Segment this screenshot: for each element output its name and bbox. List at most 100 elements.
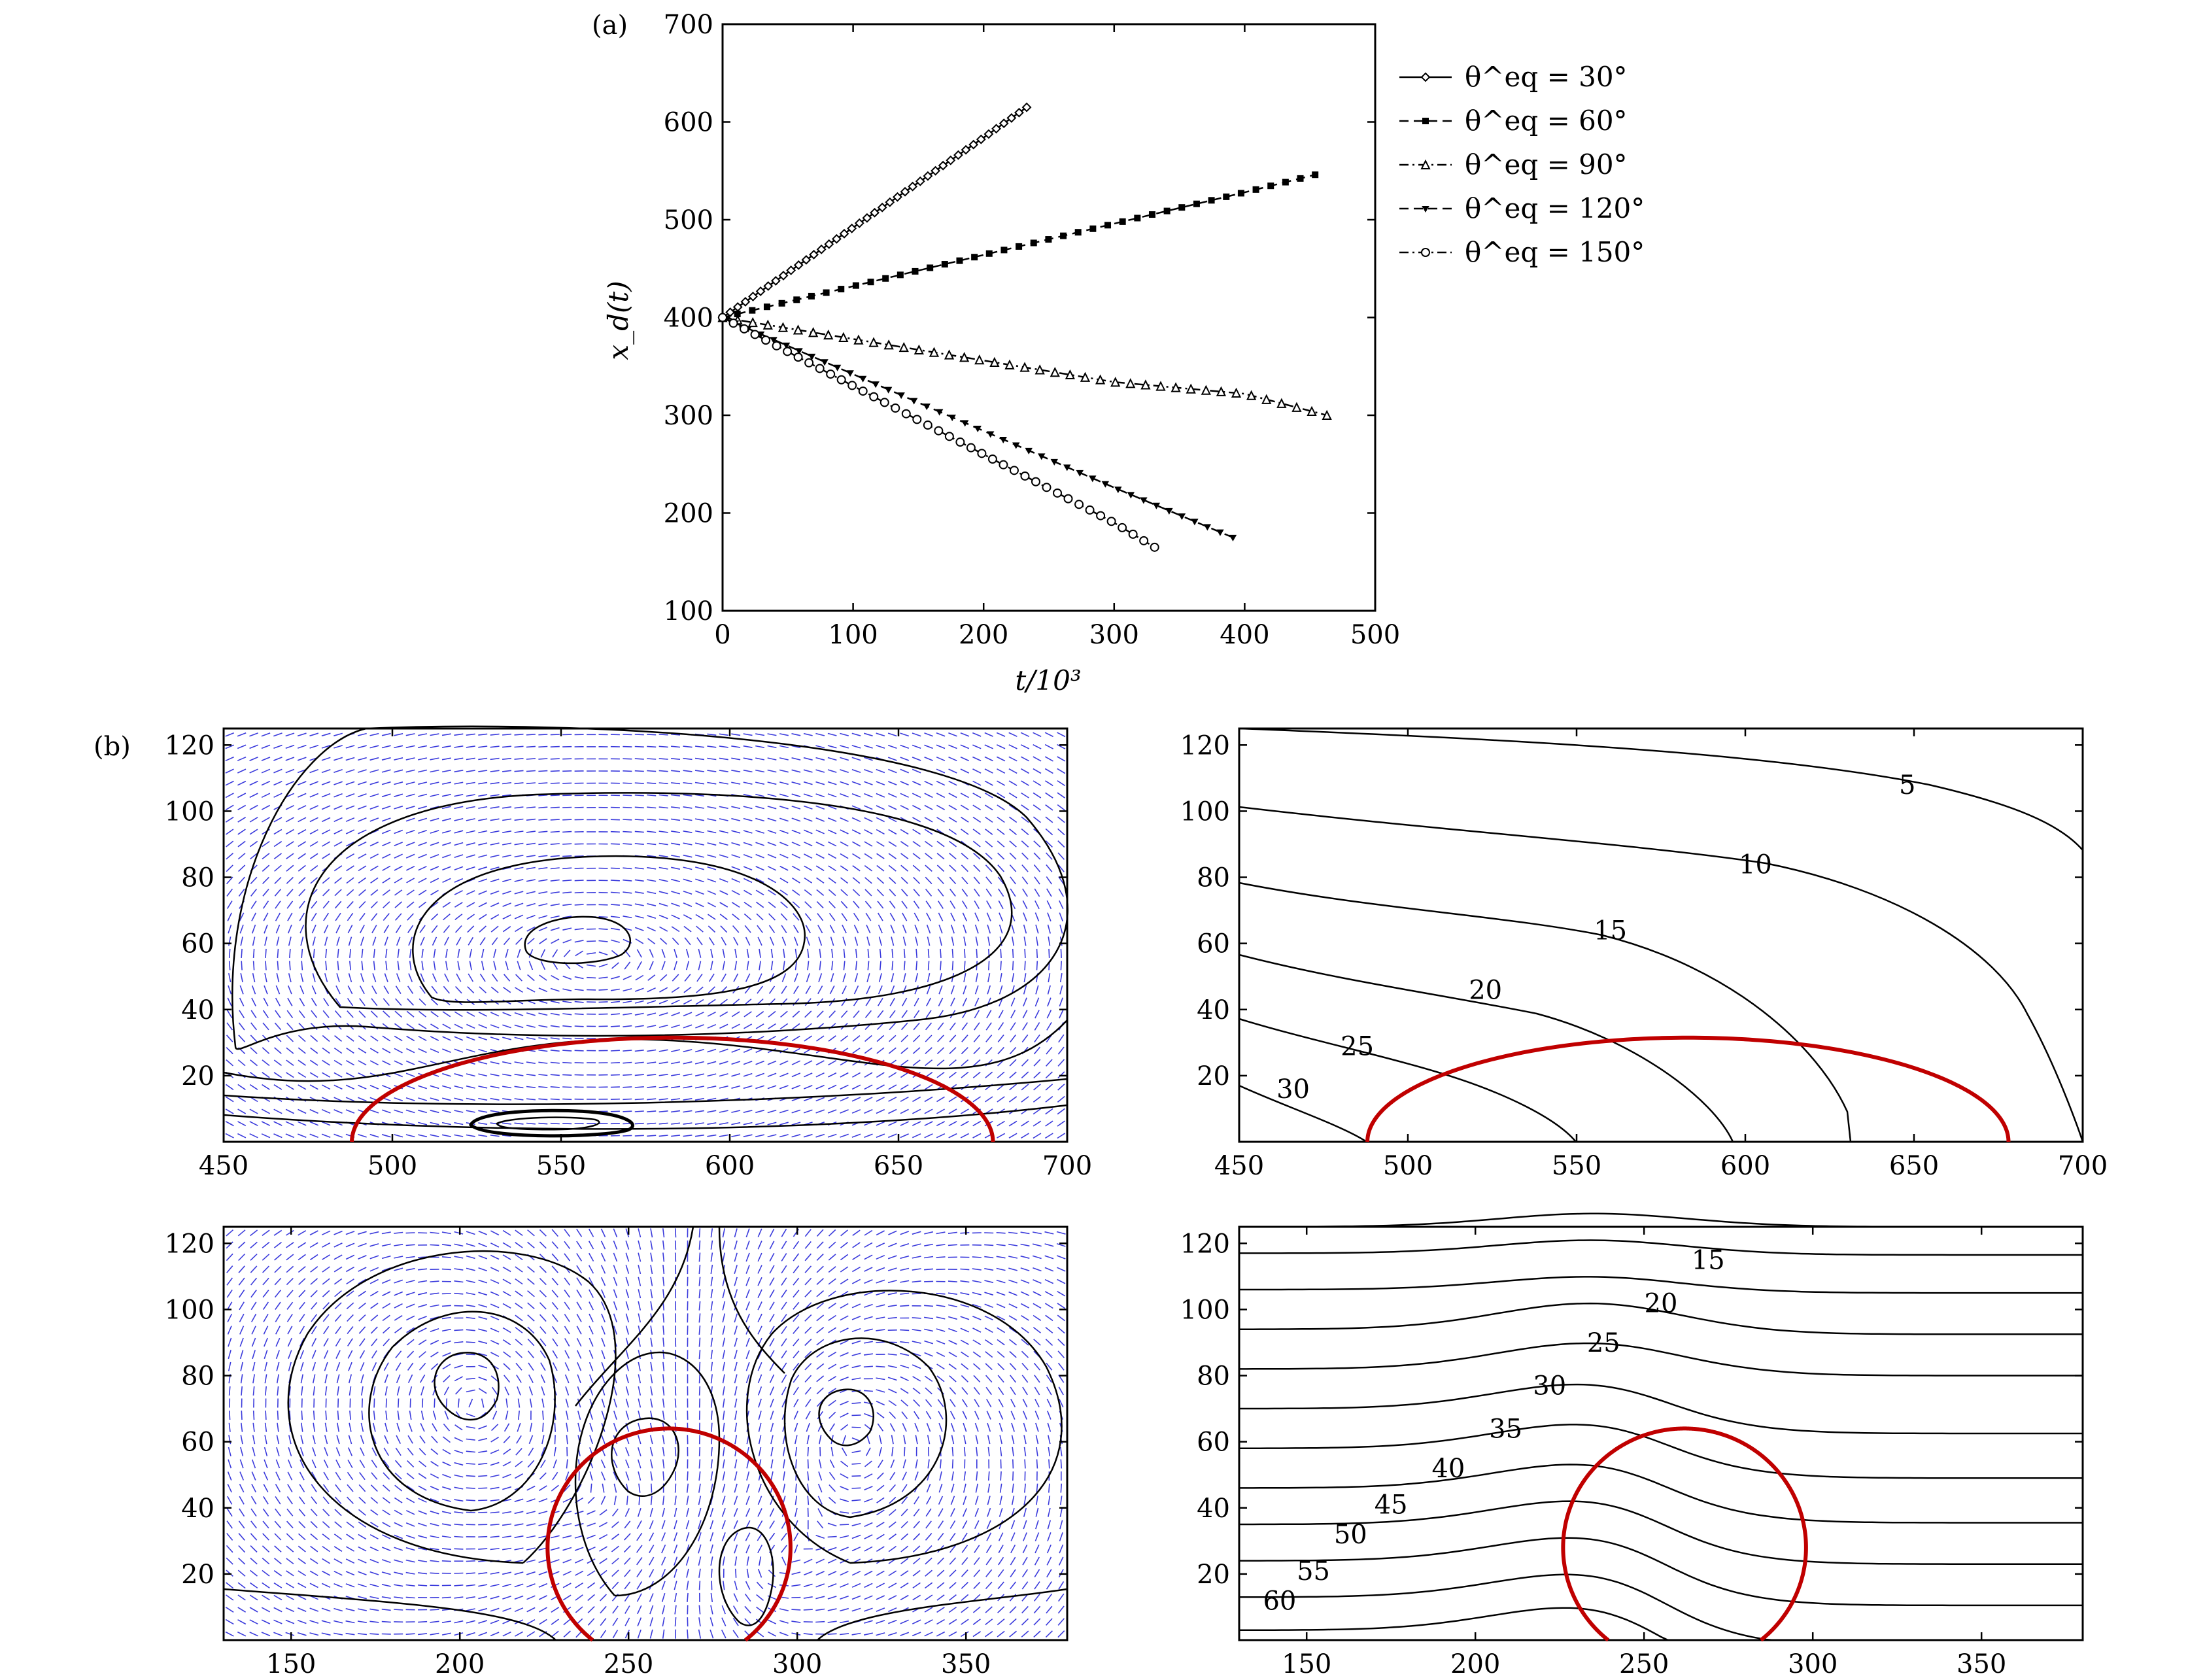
velocity-vector — [553, 1447, 556, 1456]
velocity-vector — [288, 1350, 292, 1359]
velocity-vector — [828, 1399, 836, 1407]
velocity-vector — [912, 1231, 921, 1235]
velocity-vector — [984, 1244, 994, 1246]
velocity-vector — [900, 804, 909, 810]
velocity-vector — [490, 1243, 500, 1248]
velocity-vector — [514, 855, 524, 858]
velocity-vector — [769, 1277, 775, 1286]
velocity-vector — [840, 1133, 849, 1138]
velocity-vector — [227, 1483, 232, 1493]
velocity-vector — [309, 817, 318, 823]
velocity-vector — [924, 1594, 933, 1601]
velocity-vector — [287, 1326, 293, 1335]
velocity-vector — [348, 1362, 352, 1371]
velocity-vector — [526, 987, 536, 993]
velocity-vector — [252, 1422, 255, 1432]
velocity-vector — [587, 989, 596, 991]
velocity-vector — [623, 916, 632, 919]
velocity-vector — [731, 1085, 741, 1089]
velocity-vector — [793, 913, 800, 921]
velocity-vector — [1020, 756, 1030, 762]
velocity-vector — [1033, 864, 1041, 872]
velocity-vector — [551, 974, 560, 981]
velocity-vector — [731, 866, 741, 870]
velocity-vector — [252, 1362, 256, 1371]
velocity-vector — [298, 1533, 306, 1541]
velocity-vector — [926, 912, 932, 921]
velocity-vector — [394, 1534, 403, 1539]
velocity-vector — [576, 1289, 582, 1298]
velocity-vector — [538, 1025, 548, 1028]
velocity-vector — [526, 1012, 536, 1016]
velocity-vector — [226, 1533, 233, 1541]
velocity-vector — [346, 1521, 354, 1528]
velocity-vector — [683, 866, 692, 870]
velocity-vector — [793, 1532, 799, 1541]
velocity-vector — [1021, 1034, 1029, 1043]
velocity-vector — [635, 974, 644, 981]
velocity-vector — [876, 1365, 885, 1368]
velocity-vector — [441, 793, 451, 797]
velocity-vector — [383, 1338, 390, 1346]
velocity-vector — [444, 973, 449, 982]
velocity-vector — [432, 973, 437, 982]
velocity-vector — [650, 1252, 653, 1262]
velocity-vector — [430, 793, 439, 797]
velocity-vector — [709, 1507, 714, 1517]
velocity-vector — [803, 781, 813, 785]
velocity-vector — [950, 1496, 955, 1505]
velocity-vector — [734, 1471, 738, 1481]
velocity-vector — [672, 974, 679, 982]
velocity-vector — [382, 1085, 391, 1089]
series-4 — [719, 315, 1237, 541]
velocity-vector — [357, 769, 367, 773]
panel-a-ylabel: x_d(t) — [602, 281, 634, 360]
velocity-vector — [562, 855, 572, 857]
velocity-vector — [887, 744, 897, 749]
velocity-vector — [285, 732, 295, 737]
velocity-vector — [286, 900, 294, 909]
velocity-vector — [369, 745, 379, 749]
velocity-vector — [587, 1582, 596, 1589]
velocity-vector — [649, 1520, 654, 1530]
velocity-vector — [454, 1499, 464, 1502]
velocity-vector — [661, 1520, 666, 1530]
velocity-vector — [369, 1608, 379, 1611]
velocity-vector — [914, 1411, 920, 1420]
velocity-vector — [310, 1509, 318, 1517]
velocity-vector — [939, 1435, 942, 1445]
velocity-vector — [227, 1326, 232, 1335]
velocity-vector — [396, 1435, 402, 1444]
velocity-vector — [960, 1304, 970, 1308]
velocity-vector — [528, 949, 534, 958]
velocity-vector — [949, 1399, 956, 1407]
velocity-vector — [649, 1569, 655, 1578]
velocity-vector — [791, 1085, 801, 1089]
velocity-vector — [370, 1484, 378, 1492]
data-point — [793, 296, 800, 303]
velocity-vector — [275, 997, 281, 1006]
velocity-vector — [696, 925, 704, 933]
velocity-vector — [514, 1547, 524, 1551]
velocity-vector — [466, 781, 475, 785]
velocity-vector — [420, 973, 425, 982]
velocity-vector — [647, 843, 657, 846]
velocity-vector — [468, 936, 474, 946]
velocity-vector — [249, 829, 258, 835]
velocity-vector — [346, 1266, 354, 1273]
velocity-vector — [538, 1086, 548, 1088]
velocity-vector — [408, 973, 413, 982]
velocity-vector — [851, 1534, 861, 1539]
velocity-vector — [369, 1291, 379, 1297]
velocity-vector — [430, 853, 439, 859]
velocity-vector — [587, 940, 596, 942]
velocity-vector — [913, 876, 921, 884]
velocity-vector — [360, 1447, 365, 1456]
velocity-vector — [794, 1422, 798, 1432]
velocity-vector — [539, 1229, 547, 1237]
data-point — [868, 337, 879, 347]
velocity-vector — [900, 1533, 909, 1541]
velocity-vector — [311, 900, 318, 909]
velocity-vector — [539, 1350, 546, 1359]
velocity-vector — [274, 889, 282, 897]
